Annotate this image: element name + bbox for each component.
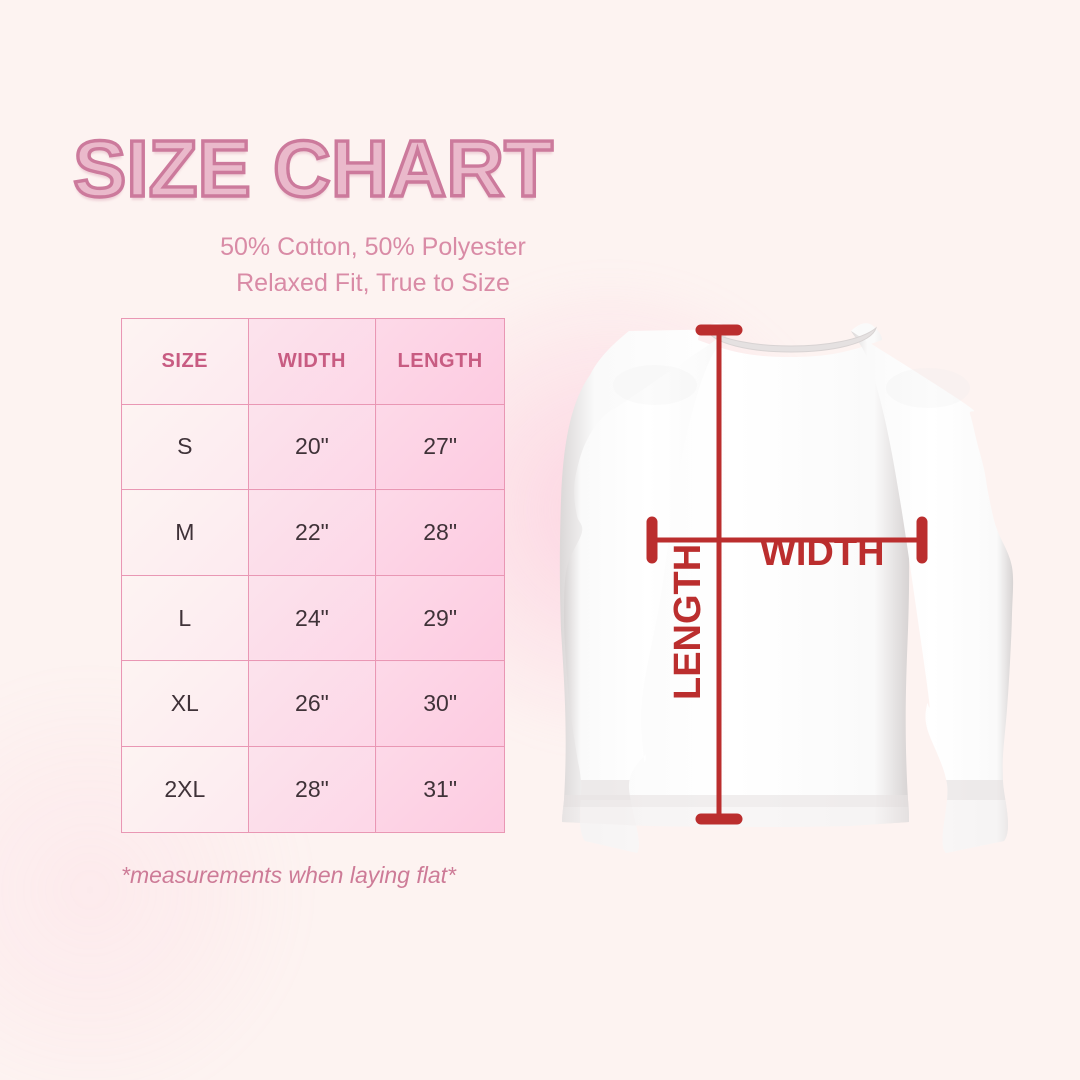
svg-text:LENGTH: LENGTH [667, 544, 709, 700]
svg-text:WIDTH: WIDTH [760, 532, 885, 574]
